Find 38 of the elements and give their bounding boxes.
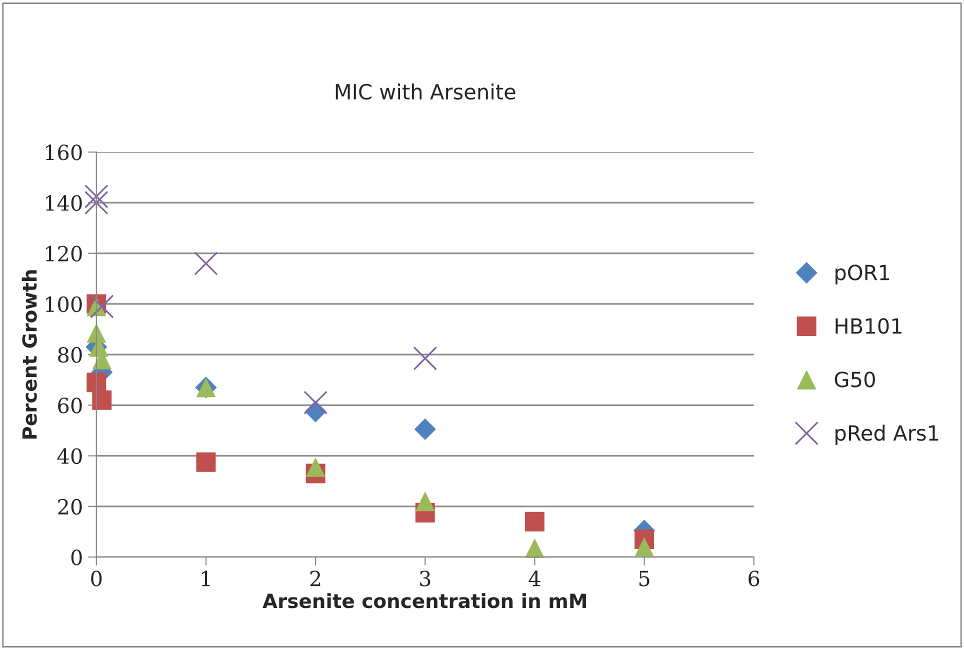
y-tick-label: 160 [46, 144, 82, 160]
x-tick-label: 4 [528, 570, 540, 586]
point [414, 418, 436, 440]
y-tick-label: 40 [57, 448, 82, 464]
y-tick-label: 120 [46, 246, 82, 262]
x-tick-label: 1 [202, 570, 210, 586]
x-tick-label: 2 [310, 570, 320, 586]
point [306, 457, 326, 477]
x-tick-label: 3 [420, 570, 430, 586]
point [304, 390, 328, 415]
point [524, 512, 544, 532]
y-tick-label: 60 [58, 398, 82, 414]
x-tick-label: 0 [91, 570, 102, 586]
point [84, 184, 108, 208]
legend-label: G50 [834, 372, 875, 388]
legend-label: pRed Ars1 [836, 424, 938, 445]
y-axis-title: Percent Growth [22, 270, 37, 439]
y-tick-label: 140 [46, 195, 82, 211]
point [92, 390, 112, 410]
y-tick-label: 80 [58, 347, 82, 363]
point [413, 346, 438, 370]
x-tick-label: 5 [639, 570, 650, 586]
y-tick-label: 100 [46, 296, 82, 312]
point [415, 492, 435, 512]
point [86, 372, 106, 392]
x-tick-label: 6 [748, 570, 760, 586]
y-tick-label: 20 [58, 498, 82, 515]
point [194, 252, 218, 276]
point [634, 537, 654, 557]
point [196, 452, 216, 472]
legend-label: HB101 [836, 318, 902, 334]
chart-title: MIC with Arsenite [336, 83, 516, 100]
y-tick-label: 0 [71, 550, 82, 566]
point [84, 190, 108, 215]
x-axis-title: Arsenite concentration in mM [262, 593, 586, 608]
point [524, 538, 544, 558]
point [90, 294, 114, 318]
legend-label: pOR1 [836, 264, 890, 284]
